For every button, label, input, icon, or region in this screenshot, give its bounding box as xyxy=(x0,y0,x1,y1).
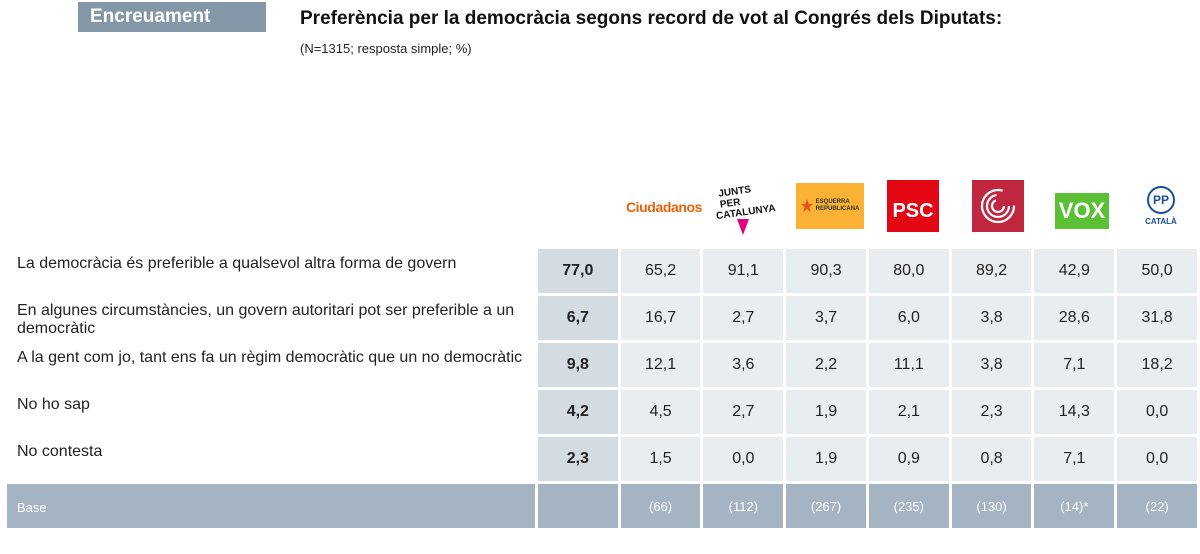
cell-erc: 1,9 xyxy=(786,390,866,434)
cell-cs: 16,7 xyxy=(620,296,701,340)
logo-psc-text: PSC xyxy=(892,199,934,222)
base-vox: (14)* xyxy=(1034,484,1115,528)
logo-pp-mark: PP xyxy=(1152,193,1169,207)
row-label: La democràcia és preferible a qualsevol … xyxy=(7,249,535,293)
pp-circle-icon: PP xyxy=(1147,186,1175,214)
table-row: En algunes circumstàncies, un govern aut… xyxy=(7,296,1197,340)
party-logos: Ciudadanos JUNTS PER CATALUNYA ESQUERRA … xyxy=(0,175,1200,237)
cell-total: 9,8 xyxy=(537,343,618,387)
cell-pp: 31,8 xyxy=(1117,296,1197,340)
cell-junts: 2,7 xyxy=(703,390,784,434)
logo-vox: VOX xyxy=(1055,193,1109,229)
logo-pp: PP CATALÀ xyxy=(1139,181,1183,231)
cell-total: 6,7 xyxy=(537,296,618,340)
cell-erc: 1,9 xyxy=(786,437,866,481)
base-psc: (235) xyxy=(868,484,949,528)
base-cs: (66) xyxy=(620,484,701,528)
cell-junts: 3,6 xyxy=(703,343,784,387)
results-table: La democràcia és preferible a qualsevol … xyxy=(4,246,1200,531)
cell-junts: 0,0 xyxy=(703,437,784,481)
cell-vox: 28,6 xyxy=(1034,296,1115,340)
page-title: Preferència per la democràcia segons rec… xyxy=(300,8,1003,29)
row-label: No contesta xyxy=(7,437,535,481)
logo-psc: PSC xyxy=(887,180,939,232)
logo-erc-line1: ESQUERRA xyxy=(815,199,850,205)
cell-psc: 2,1 xyxy=(868,390,949,434)
table-row: La democràcia és preferible a qualsevol … xyxy=(7,249,1197,293)
cell-psc: 6,0 xyxy=(868,296,949,340)
cell-junts: 91,1 xyxy=(703,249,784,293)
cell-cs: 65,2 xyxy=(620,249,701,293)
cell-pp: 18,2 xyxy=(1117,343,1197,387)
logo-vox-text: VOX xyxy=(1058,198,1106,223)
row-label: En algunes circumstàncies, un govern aut… xyxy=(7,296,535,340)
cell-junts: 2,7 xyxy=(703,296,784,340)
base-row: Base (66) (112) (267) (235) (130) (14)* (22) xyxy=(7,484,1197,528)
base-comuns: (130) xyxy=(951,484,1032,528)
logo-erc: ESQUERRA REPUBLICANA xyxy=(796,183,864,229)
cell-vox: 42,9 xyxy=(1034,249,1115,293)
erc-star-icon xyxy=(800,199,813,212)
base-junts: (112) xyxy=(703,484,784,528)
cell-psc: 80,0 xyxy=(868,249,949,293)
table-row: A la gent com jo, tant ens fa un règim d… xyxy=(7,343,1197,387)
cell-vox: 7,1 xyxy=(1034,343,1115,387)
page-subtitle: (N=1315; resposta simple; %) xyxy=(300,41,472,56)
row-label: A la gent com jo, tant ens fa un règim d… xyxy=(7,343,535,387)
cell-pp: 0,0 xyxy=(1117,390,1197,434)
junts-mark-icon xyxy=(737,219,749,235)
logo-ciudadanos: Ciudadanos xyxy=(621,193,707,221)
cell-erc: 90,3 xyxy=(786,249,866,293)
logo-erc-line2: REPUBLICANA xyxy=(815,206,860,212)
cell-comuns: 3,8 xyxy=(951,343,1032,387)
cell-psc: 11,1 xyxy=(868,343,949,387)
cell-pp: 0,0 xyxy=(1117,437,1197,481)
cell-total: 77,0 xyxy=(537,249,618,293)
cell-comuns: 2,3 xyxy=(951,390,1032,434)
logo-ciudadanos-text: Ciudadanos xyxy=(625,199,703,215)
base-label: Base xyxy=(7,484,535,528)
table-row: No ho sap 4,2 4,5 2,7 1,9 2,1 2,3 14,3 0,0 xyxy=(7,390,1197,434)
cell-cs: 12,1 xyxy=(620,343,701,387)
comuns-spiral-icon xyxy=(980,188,1016,224)
base-erc: (267) xyxy=(786,484,866,528)
cell-cs: 4,5 xyxy=(620,390,701,434)
logo-comuns xyxy=(972,180,1024,232)
cell-erc: 2,2 xyxy=(786,343,866,387)
cell-cs: 1,5 xyxy=(620,437,701,481)
cell-pp: 50,0 xyxy=(1117,249,1197,293)
cell-vox: 7,1 xyxy=(1034,437,1115,481)
base-total xyxy=(537,484,618,528)
section-tag: Encreuament xyxy=(78,2,266,32)
cell-vox: 14,3 xyxy=(1034,390,1115,434)
cell-erc: 3,7 xyxy=(786,296,866,340)
logo-pp-sub: CATALÀ xyxy=(1145,217,1177,226)
cell-comuns: 0,8 xyxy=(951,437,1032,481)
base-pp: (22) xyxy=(1117,484,1197,528)
cell-comuns: 89,2 xyxy=(951,249,1032,293)
table-row: No contesta 2,3 1,5 0,0 1,9 0,9 0,8 7,1 0,0 xyxy=(7,437,1197,481)
cell-comuns: 3,8 xyxy=(951,296,1032,340)
row-label: No ho sap xyxy=(7,390,535,434)
cell-total: 4,2 xyxy=(537,390,618,434)
cell-psc: 0,9 xyxy=(868,437,949,481)
logo-junts: JUNTS PER CATALUNYA xyxy=(716,179,776,235)
cell-total: 2,3 xyxy=(537,437,618,481)
